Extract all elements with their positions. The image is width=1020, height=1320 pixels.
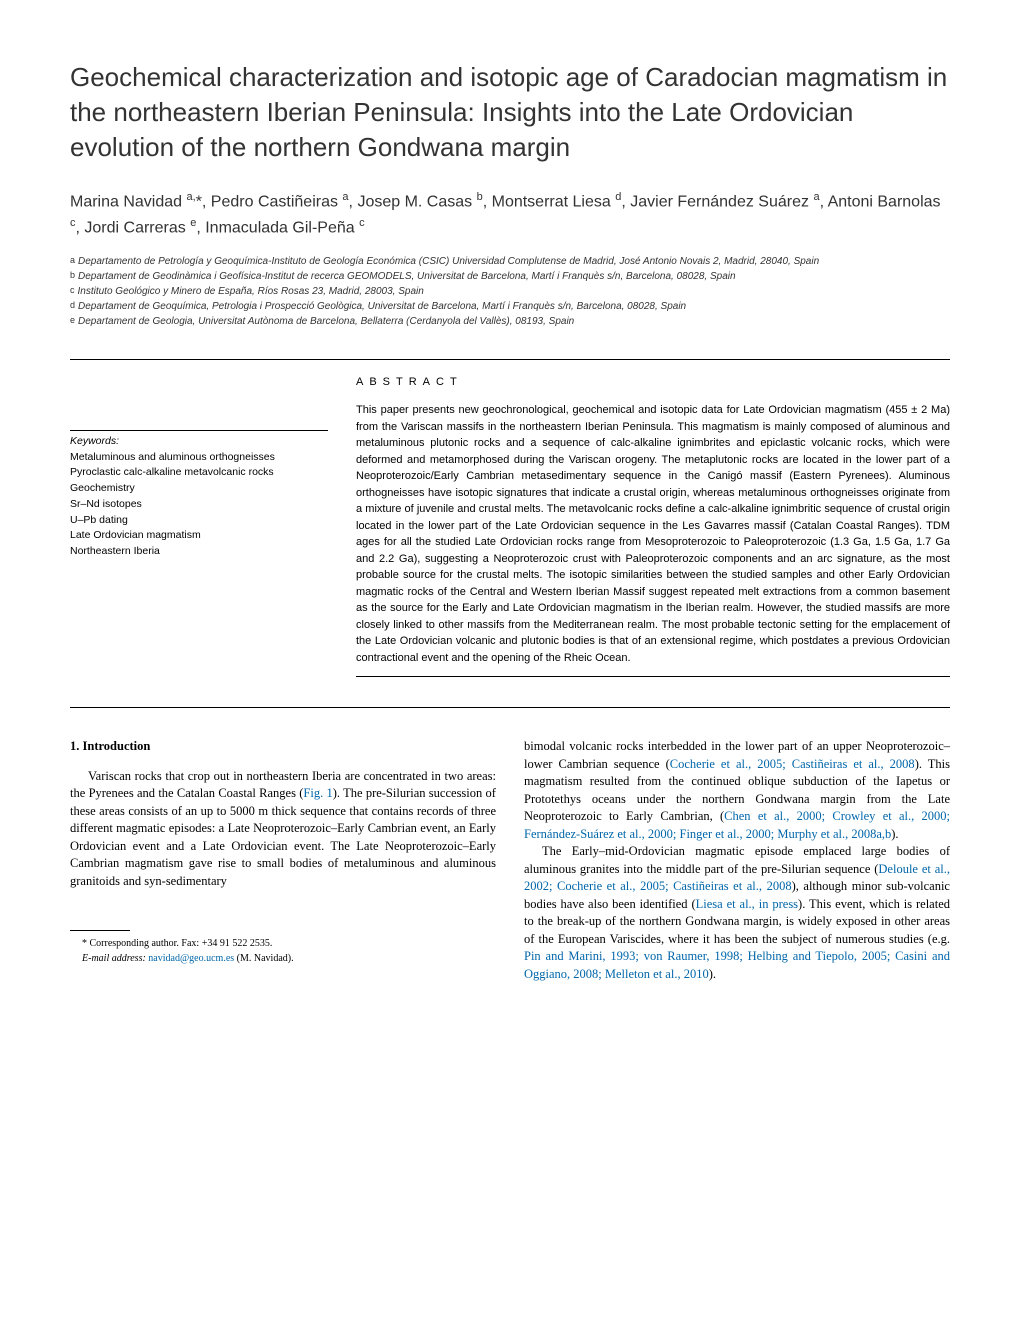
text: ). The pre-Silurian succession of these … <box>70 786 496 888</box>
divider <box>356 676 950 677</box>
keyword-item: U–Pb dating <box>70 513 328 529</box>
text: (M. Navidad). <box>234 953 293 964</box>
right-column: bimodal volcanic rocks interbedded in th… <box>524 738 950 983</box>
abstract-text: This paper presents new geochronological… <box>356 402 950 666</box>
paragraph: The Early–mid-Ordovician magmatic episod… <box>524 843 950 983</box>
keyword-item: Geochemistry <box>70 481 328 497</box>
keywords-column: Keywords: Metaluminous and aluminous ort… <box>70 360 328 708</box>
keywords-list: Metaluminous and aluminous orthogneisses… <box>70 450 328 560</box>
keyword-item: Northeastern Iberia <box>70 544 328 560</box>
divider <box>70 430 328 431</box>
body-columns: 1. Introduction Variscan rocks that crop… <box>70 738 950 983</box>
keyword-item: Late Ordovician magmatism <box>70 528 328 544</box>
email-footnote: E-mail address: navidad@geo.ucm.es (M. N… <box>70 951 496 966</box>
email-label: E-mail address: <box>82 953 148 964</box>
left-column: 1. Introduction Variscan rocks that crop… <box>70 738 496 983</box>
keywords-label: Keywords: <box>70 434 328 450</box>
keyword-item: Pyroclastic calc-alkaline metavolcanic r… <box>70 465 328 481</box>
corresponding-author-footnote: * Corresponding author. Fax: +34 91 522 … <box>70 936 496 951</box>
paragraph: Variscan rocks that crop out in northeas… <box>70 768 496 891</box>
text: ). <box>891 827 898 841</box>
affiliations-list: aDepartamento de Petrología y Geoquímica… <box>70 254 950 329</box>
citation[interactable]: Liesa et al., in press <box>696 897 798 911</box>
article-title: Geochemical characterization and isotopi… <box>70 60 950 165</box>
divider <box>70 707 950 708</box>
section-heading: 1. Introduction <box>70 738 496 756</box>
author-list: Marina Navidad a,*, Pedro Castiñeiras a,… <box>70 189 950 240</box>
figure-reference[interactable]: Fig. 1 <box>303 786 332 800</box>
abstract-column: ABSTRACT This paper presents new geochro… <box>356 360 950 708</box>
text: ). <box>709 967 716 981</box>
citation[interactable]: Cocherie et al., 2005; Castiñeiras et al… <box>670 757 915 771</box>
abstract-section: Keywords: Metaluminous and aluminous ort… <box>70 360 950 708</box>
keyword-item: Metaluminous and aluminous orthogneisses <box>70 450 328 466</box>
footnote-divider <box>70 930 130 931</box>
keyword-item: Sr–Nd isotopes <box>70 497 328 513</box>
abstract-heading: ABSTRACT <box>356 374 950 391</box>
citation[interactable]: Pin and Marini, 1993; von Raumer, 1998; … <box>524 949 950 981</box>
paragraph: bimodal volcanic rocks interbedded in th… <box>524 738 950 843</box>
email-link[interactable]: navidad@geo.ucm.es <box>148 953 234 964</box>
